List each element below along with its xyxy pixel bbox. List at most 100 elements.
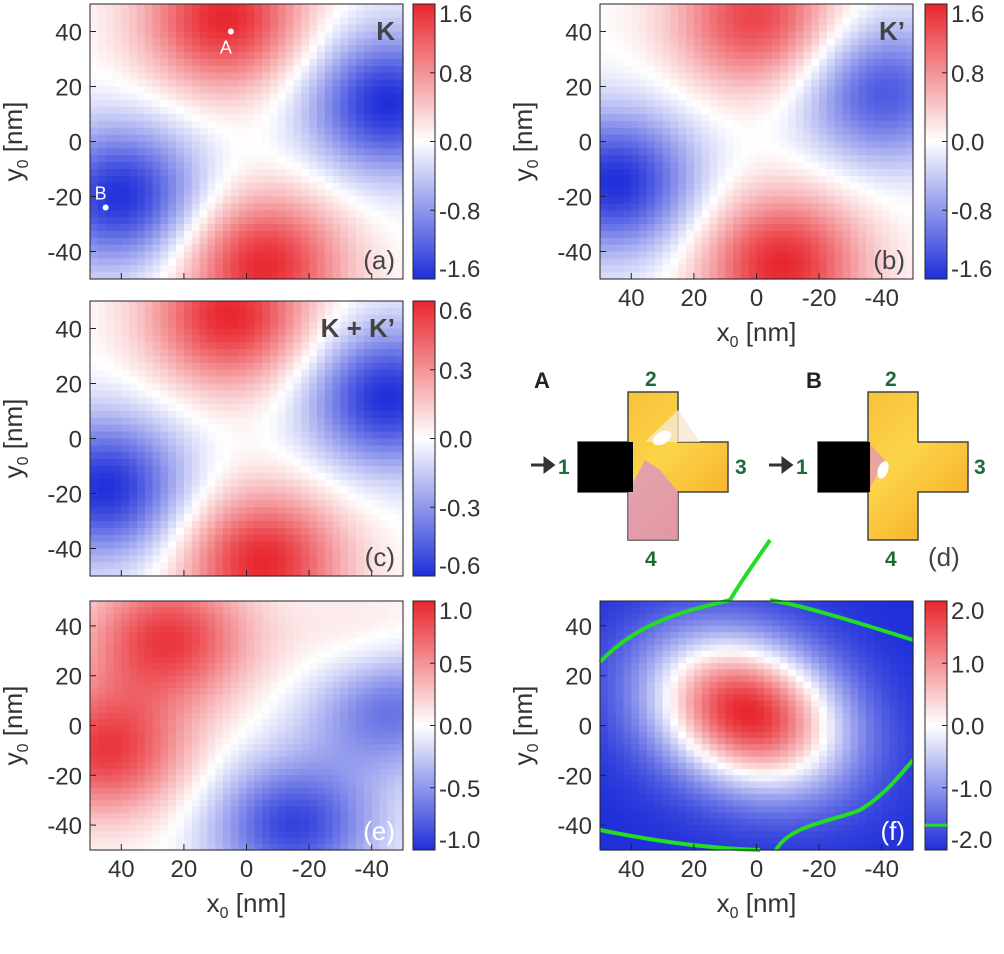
heatmap-cell — [803, 230, 812, 239]
heatmap-cell — [105, 10, 115, 19]
heatmap-cell — [129, 500, 138, 508]
heatmap-cell — [238, 500, 248, 508]
heatmap-cell — [277, 569, 287, 577]
heatmap-cell — [795, 45, 805, 53]
heatmap-cell — [772, 24, 781, 33]
heatmap-cell — [709, 127, 718, 136]
heatmap-cell — [129, 328, 138, 336]
heatmap-cell — [811, 59, 820, 67]
heatmap-cell — [254, 569, 263, 577]
heatmap-cell — [623, 107, 632, 115]
heatmap-cell — [262, 196, 271, 204]
heatmap-cell — [881, 65, 891, 74]
heatmap-cell — [811, 224, 820, 232]
heatmap-cell — [160, 24, 169, 33]
heatmap-cell — [191, 93, 201, 101]
heatmap-cell — [230, 555, 240, 563]
heatmap-cell — [301, 134, 310, 143]
heatmap-cell — [387, 452, 396, 460]
heatmap-cell — [332, 127, 342, 136]
heatmap-cell — [764, 272, 773, 280]
heatmap-cell — [858, 175, 867, 184]
heatmap-cell — [363, 307, 373, 316]
heatmap-cell — [254, 445, 263, 453]
heatmap-cell — [678, 244, 687, 253]
heatmap-cell — [121, 562, 130, 570]
heatmap-cell — [772, 272, 781, 280]
heatmap-cell — [850, 272, 859, 280]
heatmap-cell — [316, 148, 326, 156]
heatmap-cell — [639, 141, 648, 149]
heatmap-cell — [183, 507, 193, 515]
heatmap-cell — [254, 162, 263, 170]
heatmap-cell — [779, 182, 789, 191]
heatmap-cell — [395, 175, 404, 184]
heatmap-cell — [654, 86, 664, 94]
heatmap-cell — [646, 141, 656, 149]
heatmap-cell — [772, 79, 781, 88]
heatmap-cell — [168, 31, 177, 39]
heatmap-cell — [105, 65, 115, 74]
heatmap-cell — [623, 162, 632, 170]
heatmap-cell — [889, 265, 898, 273]
heatmap-cell — [631, 251, 640, 259]
heatmap-cell — [693, 203, 703, 211]
heatmap-cell — [316, 10, 326, 19]
heatmap-cell — [740, 217, 750, 225]
heatmap-cell — [293, 72, 302, 81]
heatmap-cell — [733, 230, 742, 239]
heatmap-cell — [709, 175, 718, 184]
heatmap-cell — [121, 86, 130, 94]
heatmap-cell — [168, 527, 177, 536]
heatmap-cell — [639, 189, 648, 198]
heatmap-cell — [277, 148, 287, 156]
heatmap-cell — [701, 45, 711, 53]
heatmap-cell — [850, 169, 859, 177]
heatmap-cell — [285, 328, 295, 336]
heatmap-cell — [340, 162, 349, 170]
heatmap-cell — [105, 4, 115, 12]
heatmap-cell — [756, 258, 765, 266]
heatmap-cell — [395, 369, 404, 378]
heatmap-cell — [324, 182, 334, 191]
heatmap-cell — [316, 217, 326, 225]
heatmap-cell — [97, 45, 107, 53]
heatmap-cell — [897, 10, 906, 19]
heatmap-cell — [873, 100, 883, 108]
heatmap-cell — [709, 224, 718, 232]
heatmap-cell — [262, 38, 271, 46]
heatmap-cell — [246, 301, 255, 309]
heatmap-cell — [254, 328, 263, 336]
heatmap-cell — [600, 45, 609, 53]
heatmap-cell — [379, 486, 388, 495]
heatmap-cell — [725, 31, 734, 39]
heatmap-cell — [740, 100, 750, 108]
heatmap-cell — [97, 700, 107, 708]
heatmap-cell — [269, 120, 279, 129]
heatmap-cell — [199, 127, 208, 136]
heatmap-cell — [176, 459, 185, 467]
heatmap-cell — [686, 86, 695, 94]
heatmap-cell — [285, 335, 295, 343]
heatmap-cell — [238, 237, 248, 246]
heatmap-cell — [332, 390, 342, 398]
heatmap-cell — [795, 10, 805, 19]
heatmap-cell — [324, 335, 334, 343]
heatmap-cell — [144, 452, 154, 460]
heatmap-cell — [191, 38, 201, 46]
heatmap-cell — [168, 569, 177, 577]
heatmap-cell — [97, 619, 107, 627]
heatmap-cell — [646, 182, 656, 191]
heatmap-cell — [316, 251, 326, 259]
heatmap-cell — [678, 100, 687, 108]
heatmap-cell — [717, 155, 726, 163]
heatmap-cell — [144, 411, 154, 419]
heatmap-cell — [97, 342, 107, 350]
heatmap-cell — [97, 681, 107, 689]
heatmap-cell — [709, 272, 718, 280]
heatmap-cell — [371, 438, 381, 446]
heatmap-cell — [889, 24, 898, 33]
heatmap-cell — [772, 141, 781, 149]
heatmap-cell — [309, 141, 318, 149]
heatmap-cell — [97, 114, 107, 122]
